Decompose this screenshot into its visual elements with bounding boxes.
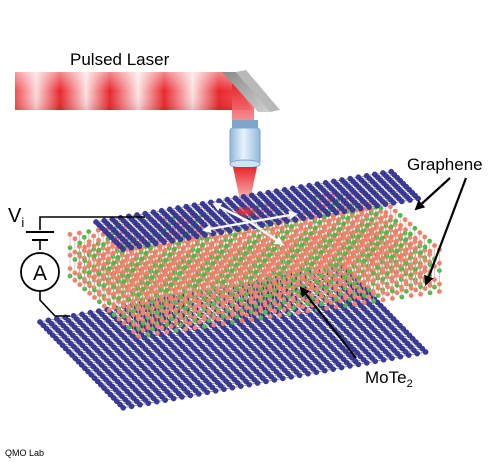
battery-icon	[26, 232, 54, 250]
laser-label: Pulsed Laser	[70, 50, 170, 69]
laser-spot	[231, 206, 259, 218]
mote2-label: MoTe2	[365, 368, 413, 390]
credit-label: QMO Lab	[5, 448, 44, 458]
ammeter-icon: A	[21, 253, 59, 291]
voltage-label: Vi	[8, 205, 24, 230]
ammeter-label: A	[33, 262, 47, 285]
graphene-label: Graphene	[407, 155, 483, 174]
laser-beam	[15, 72, 254, 124]
objective-lens-icon	[230, 120, 260, 168]
